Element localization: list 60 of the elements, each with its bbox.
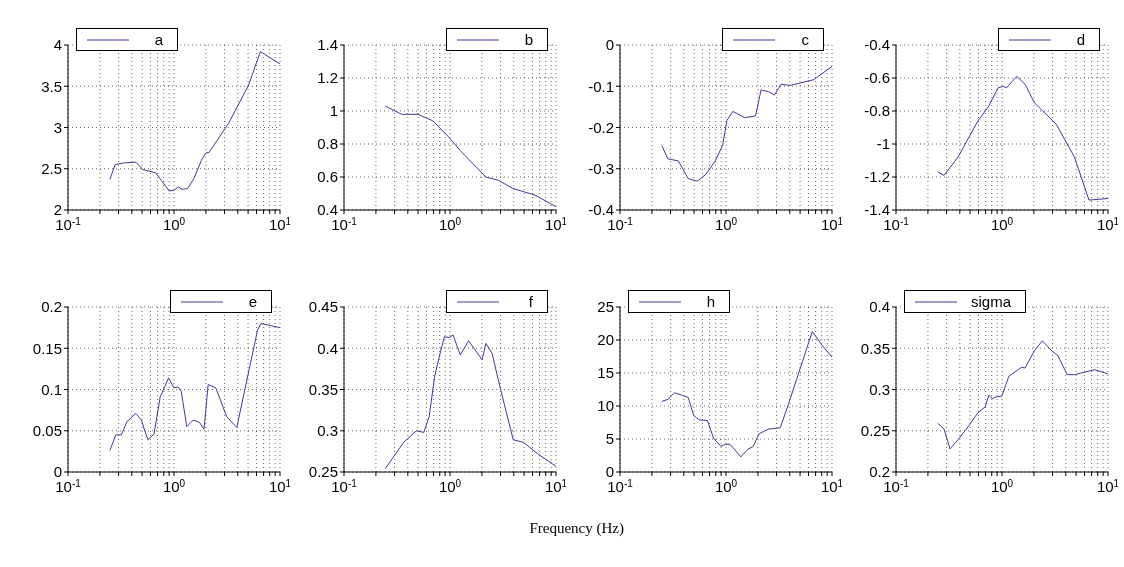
x-tick-label: 10$^{1}$	[1096, 215, 1120, 233]
y-tick-label: -0.2	[588, 118, 614, 136]
x-tick-label: 10$^{1}$	[268, 215, 292, 233]
x-tick-label: 10$^{1}$	[820, 215, 844, 233]
legend-label: f	[527, 293, 534, 310]
y-tick-label: -0.4	[864, 36, 890, 54]
y-tick-label: 0.8	[317, 135, 338, 153]
y-tick-label: 1	[329, 102, 338, 120]
y-tick-label: 0.4	[317, 339, 338, 357]
y-tick-label: -0.6	[864, 69, 890, 87]
x-tick-label: 10$^{1}$	[544, 215, 568, 233]
y-tick-label: 1.2	[317, 69, 338, 87]
legend-label: h	[705, 293, 716, 310]
y-tick-label: 0.2	[41, 298, 62, 316]
x-tick-label: 10$^{0}$	[714, 215, 738, 233]
y-tick-label: 0.3	[317, 422, 338, 440]
legend-label: e	[247, 293, 258, 310]
y-tick-label: 0.1	[41, 380, 62, 398]
y-tick-label: 3.5	[41, 77, 62, 95]
y-tick-label: 0.35	[860, 339, 890, 357]
legend-label: d	[1075, 31, 1086, 48]
y-tick-label: 0.05	[32, 422, 62, 440]
y-tick-label: -1.2	[864, 168, 890, 186]
x-tick-label: 10$^{1}$	[820, 477, 844, 495]
legend-label: c	[800, 31, 810, 48]
y-tick-label: 0.15	[32, 339, 62, 357]
y-tick-label: 3	[53, 118, 62, 136]
x-axis-title: Frequency (Hz)	[529, 520, 624, 536]
x-tick-label: 10$^{0}$	[162, 215, 186, 233]
x-tick-label: 10$^{1}$	[268, 477, 292, 495]
y-tick-label: 0	[605, 36, 614, 54]
legend-label: b	[523, 31, 534, 48]
y-tick-label: 0.25	[860, 422, 890, 440]
y-tick-label: 25	[597, 298, 614, 316]
y-tick-label: 20	[597, 331, 614, 349]
y-tick-label: 4	[53, 36, 62, 54]
y-tick-label: -0.8	[864, 102, 890, 120]
y-tick-label: -1	[876, 135, 890, 153]
x-tick-label: 10$^{0}$	[714, 477, 738, 495]
y-tick-label: 2.5	[41, 160, 62, 178]
y-tick-label: 1.4	[317, 36, 338, 54]
y-tick-label: 0.45	[308, 298, 338, 316]
y-tick-label: 15	[597, 364, 614, 382]
y-tick-label: -0.3	[588, 160, 614, 178]
x-tick-label: 10$^{0}$	[438, 215, 462, 233]
legend-label: sigma	[971, 293, 1012, 310]
y-tick-label: 0.3	[869, 380, 890, 398]
y-tick-label: 0.4	[869, 298, 890, 316]
y-tick-label: 0.6	[317, 168, 338, 186]
y-tick-label: 10	[597, 397, 614, 415]
x-tick-label: 10$^{0}$	[162, 477, 186, 495]
legend-label: a	[153, 31, 164, 48]
y-tick-label: -0.1	[588, 77, 614, 95]
x-tick-label: 10$^{0}$	[438, 477, 462, 495]
x-tick-label: 10$^{0}$	[990, 477, 1014, 495]
y-tick-label: 5	[605, 430, 614, 448]
y-tick-label: 0.35	[308, 380, 338, 398]
x-tick-label: 10$^{0}$	[990, 215, 1014, 233]
x-tick-label: 10$^{1}$	[544, 477, 568, 495]
x-tick-label: 10$^{1}$	[1096, 477, 1120, 495]
